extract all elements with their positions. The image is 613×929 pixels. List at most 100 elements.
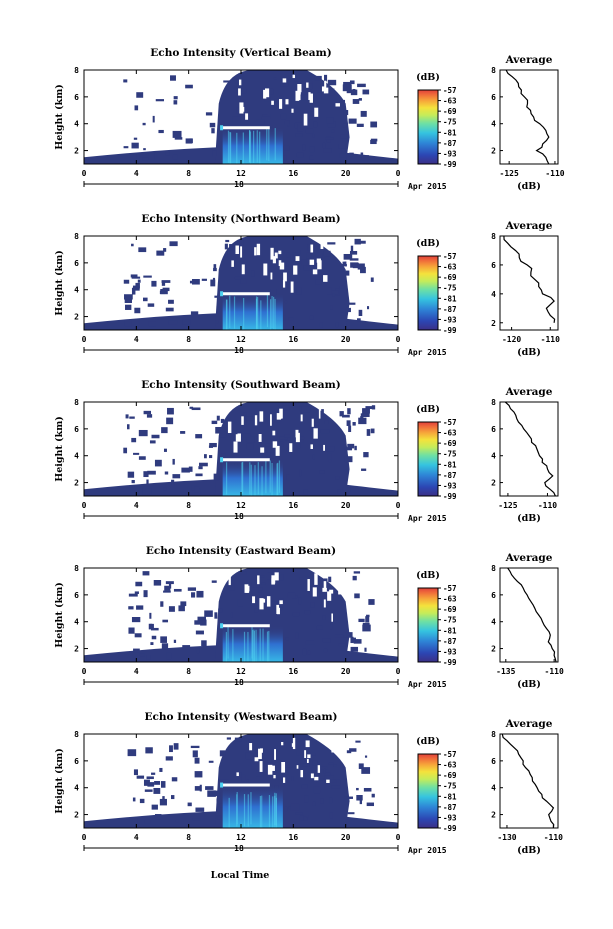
average-y-tick: 8 (491, 66, 496, 75)
day-label: 18 (234, 512, 244, 521)
average-profile-line (504, 402, 556, 496)
colorbar-tick-label: -57 (443, 750, 457, 759)
date-label: Apr 2015 (408, 514, 447, 523)
average-title: Average (505, 54, 553, 66)
colorbar (417, 255, 439, 331)
average-y-tick: 6 (491, 425, 496, 434)
echo-panel-1: Echo Intensity (Northward Beam) Height (k… (54, 213, 560, 358)
average-title: Average (505, 552, 553, 564)
average-y-tick: 4 (491, 290, 496, 299)
average-x-tick: -135 (496, 667, 515, 676)
y-tick-label: 6 (74, 425, 79, 434)
average-y-tick: 2 (491, 479, 496, 488)
y-tick-label: 4 (74, 618, 79, 627)
y-tick-label: 8 (74, 398, 79, 407)
date-label: Apr 2015 (408, 680, 447, 689)
y-tick-label: 2 (74, 479, 79, 488)
average-x-tick: -130 (497, 833, 516, 842)
colorbar-tick-label: -69 (443, 771, 457, 780)
x-tick-label: 8 (186, 833, 191, 842)
colorbar (417, 89, 439, 165)
colorbar-tick-label: -63 (443, 429, 457, 438)
x-tick-label: 8 (186, 169, 191, 178)
colorbar (417, 421, 439, 497)
average-title: Average (505, 220, 553, 232)
average-frame (499, 235, 559, 331)
x-tick-label: 0 (396, 169, 401, 178)
colorbar-tick-label: -93 (443, 481, 457, 490)
x-tick-label: 0 (396, 335, 401, 344)
average-x-tick: -125 (500, 169, 519, 178)
average-y-tick: 2 (491, 147, 496, 156)
average-y-tick: 8 (491, 564, 496, 573)
colorbar-tick-label: -99 (443, 658, 457, 667)
x-tick-label: 20 (341, 335, 351, 344)
x-tick-label: 4 (134, 667, 139, 676)
day-label: 18 (234, 346, 244, 355)
x-tick-label: 4 (134, 833, 139, 842)
x-tick-label: 0 (82, 667, 87, 676)
colorbar-tick-label: -63 (443, 263, 457, 272)
echo-panel-0: Echo Intensity (Vertical Beam) Height (km… (54, 47, 565, 192)
average-y-tick: 2 (491, 645, 496, 654)
y-axis-label: Height (km) (54, 582, 65, 648)
average-x-tick: -120 (502, 335, 521, 344)
colorbar-tick-label: -87 (443, 803, 457, 812)
colorbar-tick-label: -93 (443, 647, 457, 656)
average-y-tick: 2 (491, 811, 496, 820)
panel-title: Echo Intensity (Eastward Beam) (146, 545, 336, 557)
colorbar-tick-label: -69 (443, 439, 457, 448)
colorbar-tick-label: -57 (443, 584, 457, 593)
colorbar-tick-label: -63 (443, 595, 457, 604)
colorbar-tick-label: -81 (443, 294, 457, 303)
x-tick-label: 16 (289, 335, 299, 344)
y-tick-label: 8 (74, 730, 79, 739)
colorbar-tick-label: -93 (443, 813, 457, 822)
colorbar-tick-label: -75 (443, 450, 457, 459)
x-tick-label: 12 (236, 501, 246, 510)
colorbar (417, 587, 439, 663)
y-tick-label: 4 (74, 784, 79, 793)
y-axis-label: Height (km) (54, 250, 65, 316)
y-tick-label: 2 (74, 147, 79, 156)
y-tick-label: 8 (74, 66, 79, 75)
average-x-tick: -110 (545, 667, 564, 676)
average-x-label: (dB) (517, 513, 541, 524)
y-tick-label: 6 (74, 93, 79, 102)
x-tick-label: 12 (236, 667, 246, 676)
y-tick-label: 4 (74, 452, 79, 461)
colorbar-tick-label: -81 (443, 128, 457, 137)
colorbar-tick-label: -87 (443, 139, 457, 148)
colorbar-tick-label: -99 (443, 492, 457, 501)
average-frame (499, 567, 559, 663)
average-y-tick: 8 (491, 398, 496, 407)
average-frame (499, 401, 559, 497)
x-tick-label: 16 (289, 833, 299, 842)
colorbar-units: (dB) (416, 404, 440, 415)
colorbar-units: (dB) (416, 238, 440, 249)
colorbar-tick-label: -99 (443, 326, 457, 335)
average-y-tick: 8 (491, 232, 496, 241)
average-title: Average (505, 386, 553, 398)
average-y-tick: 4 (491, 120, 496, 129)
y-tick-label: 2 (74, 645, 79, 654)
echo-field (84, 568, 398, 662)
average-profile-line (505, 70, 550, 164)
x-axis-label: Local Time (211, 870, 270, 881)
colorbar-units: (dB) (416, 570, 440, 581)
colorbar-tick-label: -87 (443, 305, 457, 314)
colorbar-tick-label: -99 (443, 160, 457, 169)
x-tick-label: 20 (341, 833, 351, 842)
y-tick-label: 6 (74, 591, 79, 600)
x-tick-label: 0 (396, 501, 401, 510)
colorbar-tick-label: -69 (443, 605, 457, 614)
average-x-label: (dB) (517, 181, 541, 192)
average-x-tick: -110 (541, 335, 560, 344)
day-label: 18 (234, 844, 244, 853)
y-tick-label: 8 (74, 564, 79, 573)
colorbar-tick-label: -81 (443, 792, 457, 801)
average-frame (499, 69, 559, 165)
average-y-tick: 4 (491, 784, 496, 793)
x-tick-label: 20 (341, 667, 351, 676)
panel-title: Echo Intensity (Westward Beam) (144, 711, 337, 723)
